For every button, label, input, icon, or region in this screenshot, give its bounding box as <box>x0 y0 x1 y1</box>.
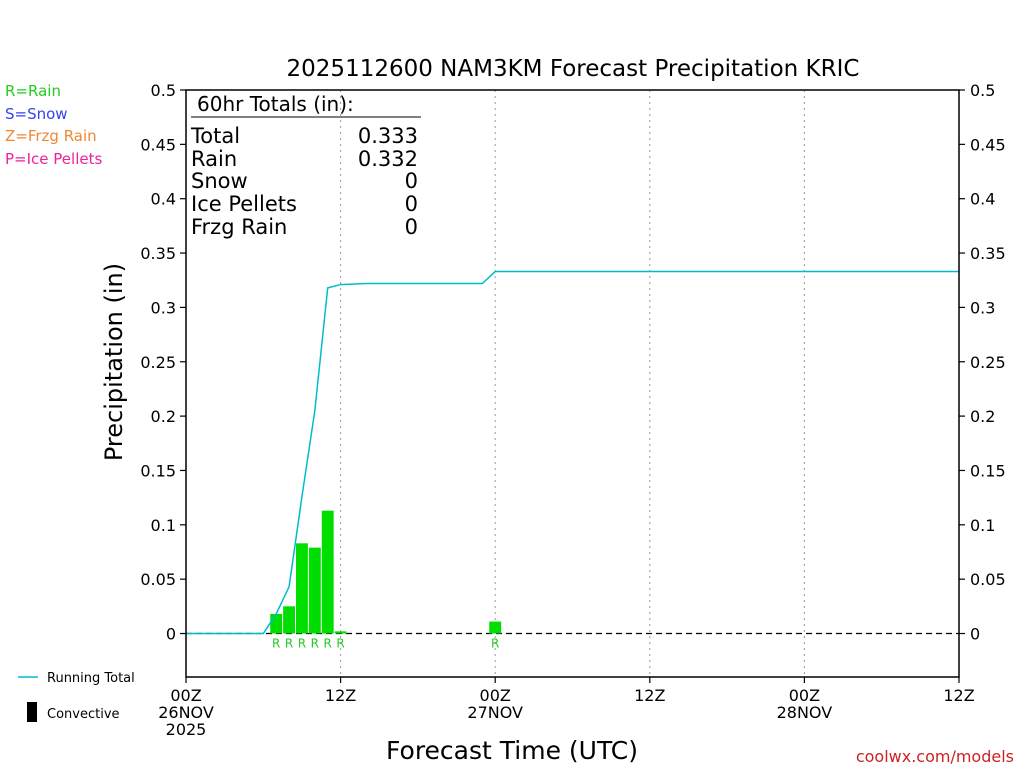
rain-bars <box>270 510 502 634</box>
rain-total-label: Rain <box>191 147 237 171</box>
y-tick-label-right: 0 <box>970 625 980 644</box>
line-legend: Running Total Convective <box>18 671 135 722</box>
y-tick-label-right: 0.5 <box>970 81 995 100</box>
x-tick-label: 00Z <box>480 686 511 705</box>
chart-title: 2025112600 NAM3KM Forecast Precipitation… <box>287 56 860 82</box>
rain-bar <box>308 547 321 634</box>
y-axis-label: Precipitation (in) <box>100 263 128 461</box>
totals-header: 60hr Totals (in): <box>197 92 354 116</box>
rain-bar <box>270 613 283 634</box>
y-axis-right-ticks: 0 0.05 0.1 0.15 0.2 0.25 0.3 0.35 0.4 0.45 0.5 <box>959 81 1006 644</box>
y-tick-label-left: 0 <box>166 625 176 644</box>
snow-total-value: 0 <box>405 169 418 193</box>
bar-type-label: R <box>324 637 332 651</box>
bar-type-label: R <box>298 637 306 651</box>
y-tick-label-right: 0.15 <box>970 461 1006 480</box>
x-axis-label: Forecast Time (UTC) <box>386 736 638 765</box>
credit-text: coolwx.com/models <box>856 747 1014 766</box>
x-tick-label: 12Z <box>943 686 974 705</box>
y-tick-label-right: 0.1 <box>970 516 995 535</box>
y-tick-label-left: 0.5 <box>151 81 176 100</box>
legend-ice-pellets: P=Ice Pellets <box>5 150 102 168</box>
y-tick-label-right: 0.3 <box>970 298 995 317</box>
x-tick-label: 12Z <box>325 686 356 705</box>
running-total-legend-label: Running Total <box>47 671 135 686</box>
total-label: Total <box>190 124 240 148</box>
rain-bar <box>283 606 296 634</box>
rain-bar <box>489 621 502 634</box>
y-tick-label-left: 0.35 <box>140 244 176 263</box>
rain-bar <box>334 631 347 634</box>
total-value: 0.333 <box>358 124 418 148</box>
bar-type-label: R <box>336 637 344 651</box>
ice-pellets-total-label: Ice Pellets <box>191 192 297 216</box>
x-tick-label: 27NOV <box>467 703 523 722</box>
convective-legend-swatch <box>27 702 37 722</box>
vertical-gridlines <box>340 90 805 677</box>
x-tick-label: 28NOV <box>777 703 833 722</box>
y-tick-label-left: 0.45 <box>140 135 176 154</box>
precip-type-legend: R=Rain S=Snow Z=Frzg Rain P=Ice Pellets <box>5 82 102 168</box>
ice-pellets-total-value: 0 <box>405 192 418 216</box>
bar-type-label: R <box>272 637 280 651</box>
y-tick-label-left: 0.25 <box>140 353 176 372</box>
y-tick-label-left: 0.05 <box>140 570 176 589</box>
y-tick-label-right: 0.05 <box>970 570 1006 589</box>
legend-snow: S=Snow <box>5 105 68 123</box>
y-tick-label-right: 0.35 <box>970 244 1006 263</box>
y-tick-label-left: 0.15 <box>140 461 176 480</box>
legend-freezing-rain: Z=Frzg Rain <box>5 127 97 145</box>
bar-type-label: R <box>285 637 293 651</box>
bar-type-label: R <box>491 637 499 651</box>
y-axis-left-ticks: 0 0.05 0.1 0.15 0.2 0.25 0.3 0.35 0.4 0.45 0.5 <box>140 81 186 644</box>
totals-box: 60hr Totals (in): Total 0.333 Rain 0.332… <box>190 92 421 239</box>
rain-total-value: 0.332 <box>358 147 418 171</box>
y-tick-label-right: 0.2 <box>970 407 995 426</box>
bar-type-label: R <box>311 637 319 651</box>
running-total-line <box>186 270 959 635</box>
snow-total-label: Snow <box>191 169 248 193</box>
y-tick-label-right: 0.45 <box>970 135 1006 154</box>
y-tick-label-left: 0.4 <box>151 190 176 209</box>
x-tick-label: 26NOV <box>158 703 214 722</box>
convective-legend-label: Convective <box>47 707 120 722</box>
x-tick-label: 00Z <box>170 686 201 705</box>
y-tick-label-left: 0.2 <box>151 407 176 426</box>
x-tick-label: 00Z <box>789 686 820 705</box>
rain-bar <box>296 543 308 634</box>
x-tick-label: 12Z <box>634 686 665 705</box>
y-tick-label-right: 0.25 <box>970 353 1006 372</box>
legend-rain: R=Rain <box>5 82 61 100</box>
y-tick-label-left: 0.3 <box>151 298 176 317</box>
rain-bar <box>321 510 334 634</box>
y-tick-label-left: 0.1 <box>151 516 176 535</box>
plot-frame <box>185 89 960 678</box>
y-tick-label-right: 0.4 <box>970 190 995 209</box>
freezing-rain-total-label: Frzg Rain <box>191 215 287 239</box>
freezing-rain-total-value: 0 <box>405 215 418 239</box>
x-tick-label: 2025 <box>166 720 207 739</box>
